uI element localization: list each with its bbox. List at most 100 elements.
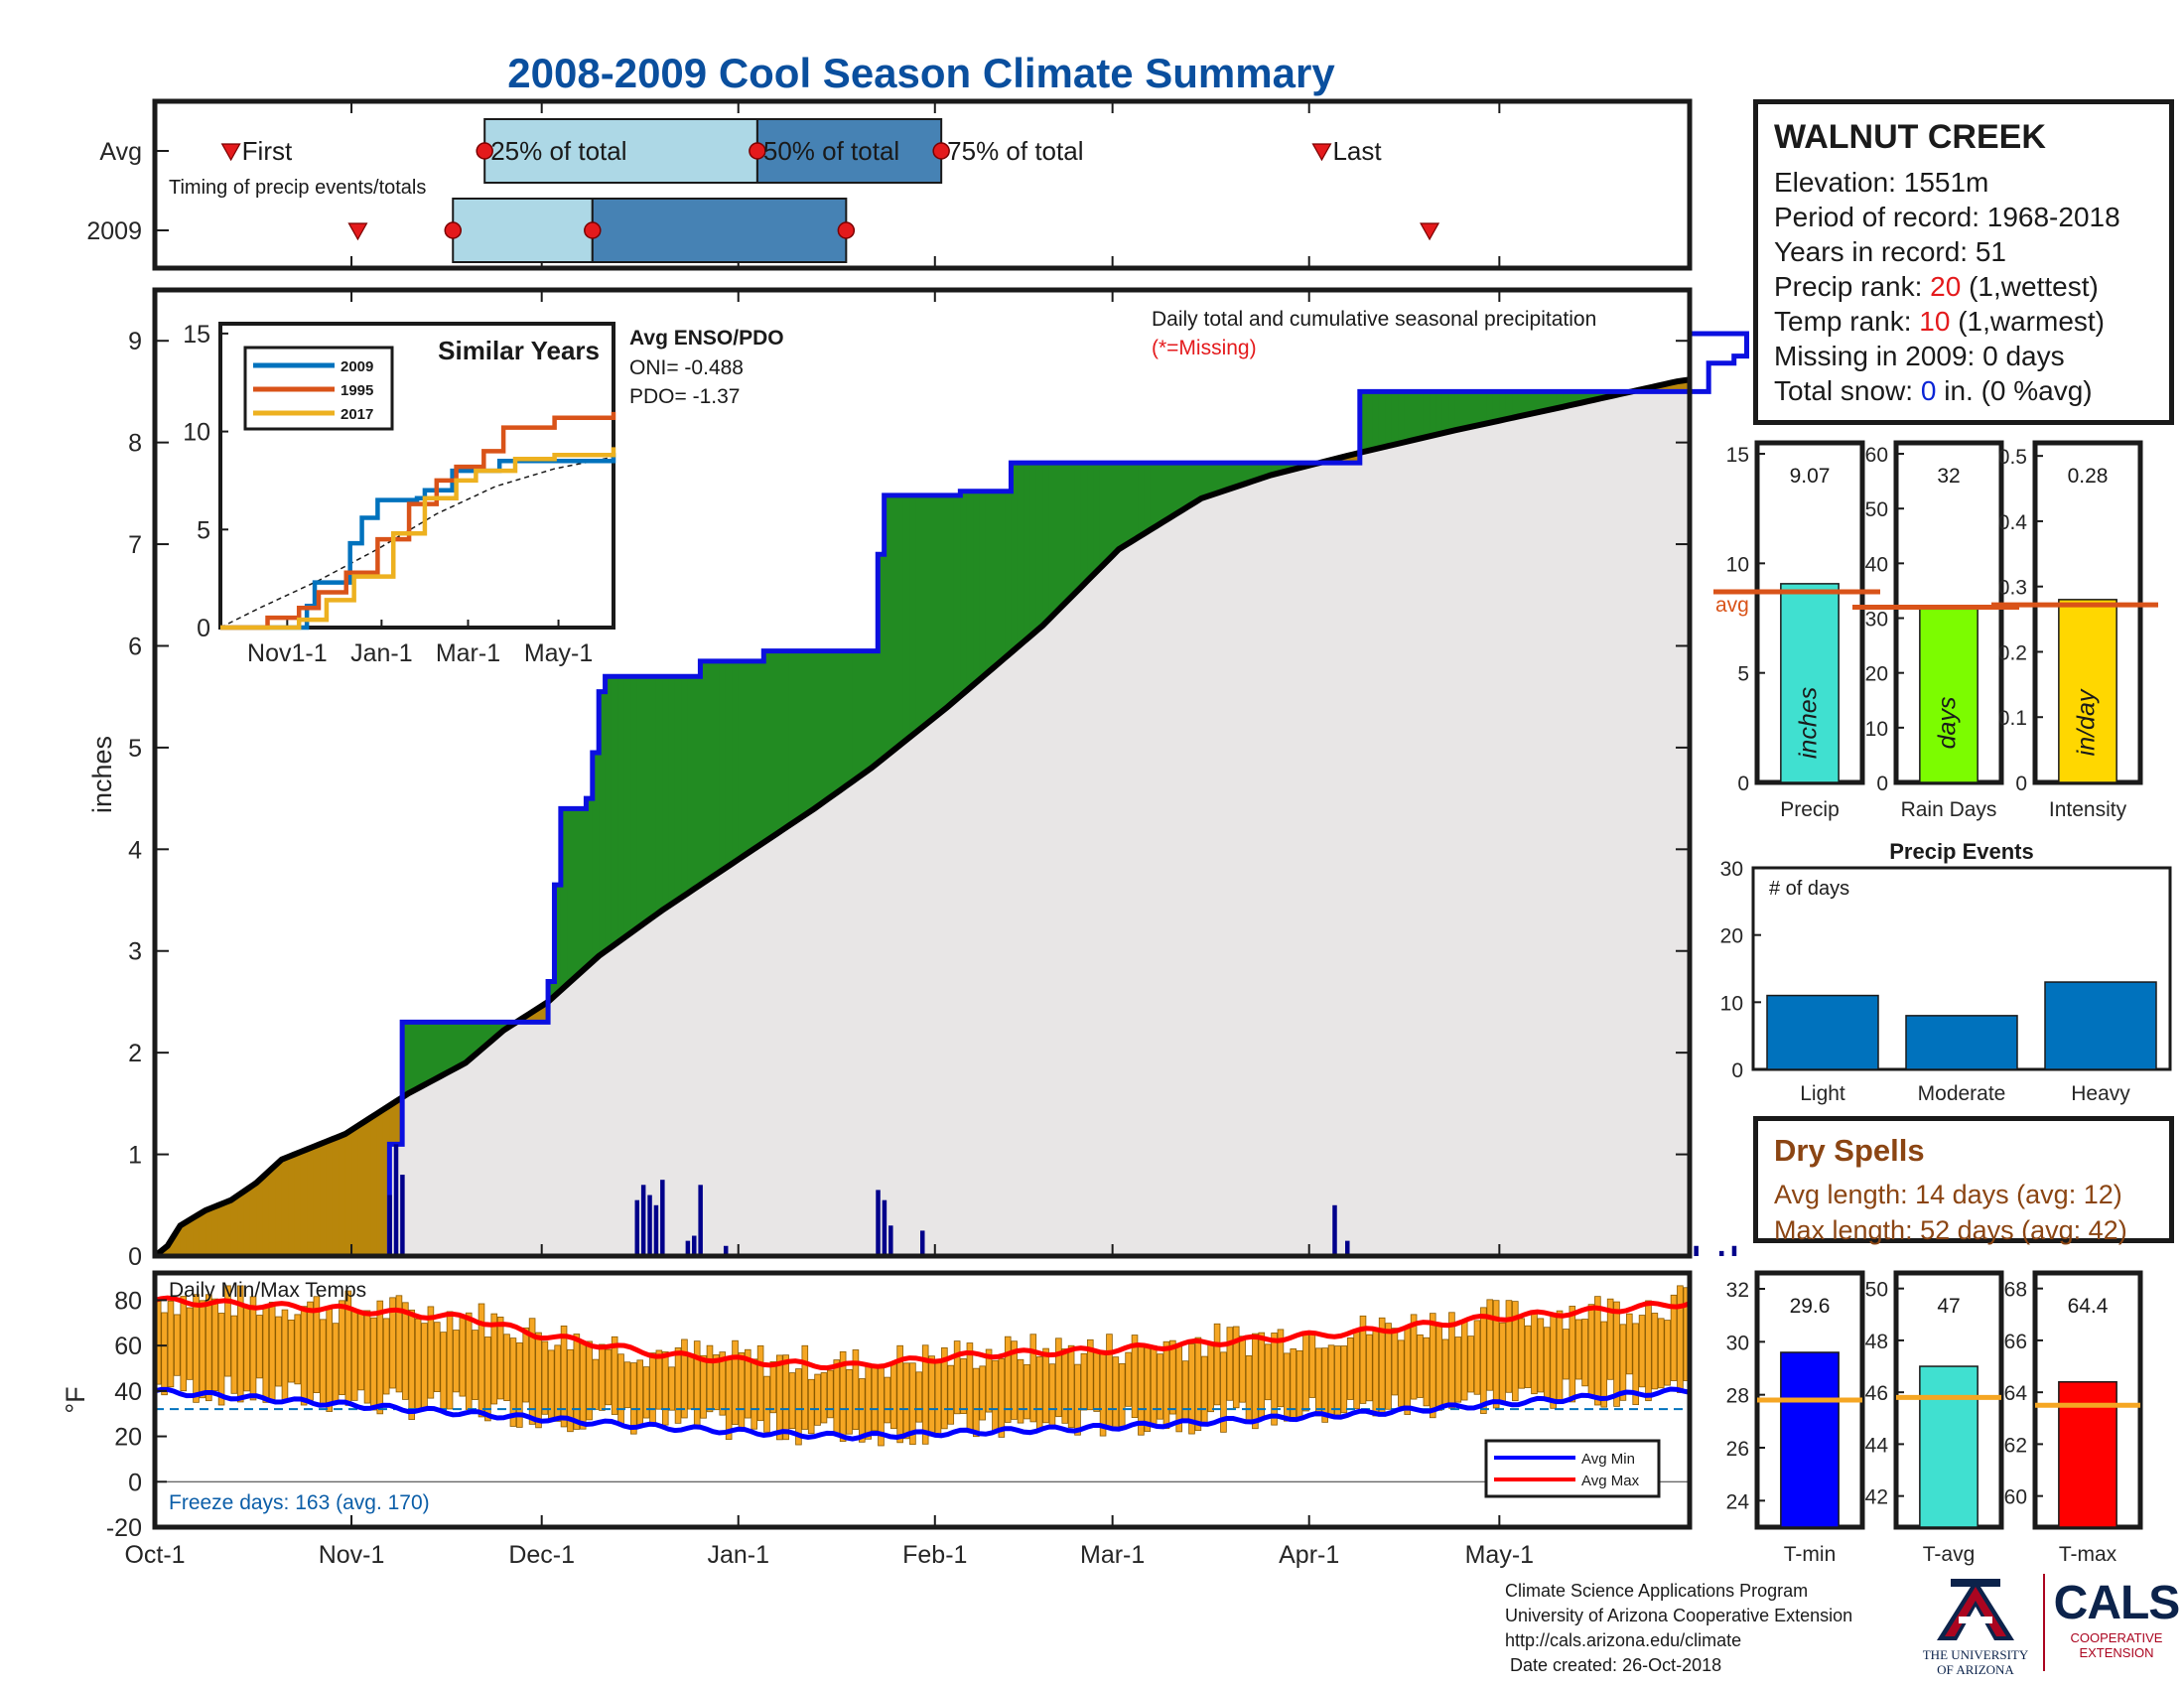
daily-temp-bar xyxy=(1556,1310,1564,1404)
precip-event-label: Moderate xyxy=(1918,1082,2006,1105)
above-avg-fill xyxy=(966,491,974,688)
above-avg-fill xyxy=(1099,463,1107,566)
daily-temp-bar xyxy=(1366,1334,1373,1402)
daily-temp-bar xyxy=(827,1369,834,1419)
daily-temp-bar xyxy=(833,1359,841,1435)
daily-temp-bar xyxy=(700,1354,707,1419)
daily-temp-bar xyxy=(751,1358,758,1430)
mini-ytick-label: 26 xyxy=(1726,1438,1749,1461)
footer-program: Climate Science Applications Program xyxy=(1505,1581,1809,1601)
daily-temp-bar xyxy=(687,1355,695,1410)
above-avg-fill xyxy=(928,494,936,720)
above-avg-fill xyxy=(1556,391,1564,408)
mini-bar-Intensity xyxy=(2058,599,2117,783)
above-avg-fill xyxy=(725,660,733,866)
daily-temp-bar xyxy=(1619,1324,1627,1401)
enso-title: Avg ENSO/PDO xyxy=(629,327,784,350)
daily-precip-bar xyxy=(647,1195,652,1256)
mini-ytick-label: 46 xyxy=(1865,1382,1888,1405)
daily-temp-bar xyxy=(1346,1336,1354,1400)
timing-2009-first-marker xyxy=(347,222,368,241)
daily-temp-bar xyxy=(319,1319,327,1408)
above-avg-fill xyxy=(700,660,708,884)
footer-url[interactable]: http://cals.arizona.edu/climate xyxy=(1505,1630,1742,1650)
above-avg-fill xyxy=(1544,391,1552,411)
below-avg-fill xyxy=(320,1143,328,1256)
daily-temp-bar xyxy=(852,1349,860,1430)
above-avg-fill xyxy=(567,808,575,982)
daily-temp-bar xyxy=(1055,1337,1062,1418)
daily-temp-bar xyxy=(599,1343,606,1411)
daily-temp-bar xyxy=(1284,1352,1291,1422)
above-avg-fill xyxy=(1252,463,1260,481)
above-avg-fill xyxy=(466,1022,474,1060)
timing-row-label: Avg xyxy=(99,138,142,166)
temp-ytick-label: 20 xyxy=(114,1424,142,1452)
above-avg-fill xyxy=(782,650,790,828)
daily-temp-bar xyxy=(1213,1323,1221,1406)
daily-precip-bar xyxy=(692,1235,697,1256)
timing-2009-last-marker xyxy=(1420,222,1440,241)
above-avg-fill xyxy=(1575,391,1582,404)
daily-temp-bar xyxy=(275,1316,282,1387)
daily-temp-bar xyxy=(756,1344,764,1422)
daily-temp-bar xyxy=(1638,1315,1646,1388)
below-avg-fill xyxy=(389,1103,397,1145)
timing-subtitle: Timing of precip events/totals xyxy=(169,177,426,199)
daily-temp-bar xyxy=(1454,1336,1462,1403)
above-avg-fill xyxy=(852,650,860,779)
above-avg-fill xyxy=(884,494,891,756)
inset-series-2017 xyxy=(220,447,616,631)
above-avg-fill xyxy=(560,808,568,988)
above-avg-fill xyxy=(998,491,1006,661)
daily-temp-bar xyxy=(1677,1285,1684,1393)
above-avg-fill xyxy=(1024,463,1031,639)
events-ytick-label: 10 xyxy=(1720,992,1743,1015)
x-axis-label: Apr-1 xyxy=(1279,1541,1339,1569)
missing-note: (*=Missing) xyxy=(1152,337,1257,359)
above-avg-fill xyxy=(496,1022,504,1034)
below-avg-fill xyxy=(307,1148,315,1256)
daily-temp-bar xyxy=(1194,1336,1202,1432)
daily-temp-bar xyxy=(941,1346,948,1430)
below-avg-fill xyxy=(528,1012,536,1023)
daily-temp-bar xyxy=(186,1307,194,1380)
below-avg-fill xyxy=(1658,384,1666,392)
temp-legend-label: Avg Min xyxy=(1581,1451,1635,1468)
logo-divider xyxy=(2043,1574,2045,1671)
above-avg-fill xyxy=(1512,391,1520,418)
mini-ytick-label: 30 xyxy=(1726,1332,1749,1354)
above-avg-fill xyxy=(1029,463,1037,634)
above-avg-fill xyxy=(745,660,752,854)
daily-temp-bar xyxy=(376,1300,384,1415)
below-avg-fill xyxy=(180,1223,188,1256)
mini-value-Intensity: 0.28 xyxy=(2068,465,2109,488)
daily-temp-bar xyxy=(769,1361,777,1414)
mini-value-T-min: 29.6 xyxy=(1790,1295,1831,1318)
inset-xtick-label: May-1 xyxy=(524,639,593,667)
footer-credits: Climate Science Applications Program Uni… xyxy=(1505,1579,1852,1678)
mini-ytick-label: 40 xyxy=(1865,553,1888,576)
x-axis-label: May-1 xyxy=(1465,1541,1534,1569)
temp-legend-box xyxy=(1484,1439,1661,1498)
mini-label-T-min: T-min xyxy=(1784,1543,1837,1566)
daily-temp-bar xyxy=(1239,1336,1246,1403)
daily-temp-bar xyxy=(180,1296,188,1392)
daily-temp-bar xyxy=(1435,1325,1442,1411)
above-avg-fill xyxy=(1194,463,1202,500)
daily-temp-bar xyxy=(193,1294,200,1403)
daily-temp-bar xyxy=(1581,1319,1588,1387)
station-elevation: Elevation: 1551m xyxy=(1774,167,1989,198)
above-avg-fill xyxy=(1505,391,1513,419)
avg-area-fill xyxy=(155,379,1690,1256)
above-avg-fill xyxy=(1258,463,1266,479)
daily-temp-bar xyxy=(611,1336,618,1415)
timing-avg-p75-marker xyxy=(932,142,950,160)
daily-temp-bar xyxy=(1017,1358,1024,1424)
above-avg-fill xyxy=(1524,391,1532,415)
daily-temp-bar xyxy=(1670,1294,1678,1381)
below-avg-fill xyxy=(262,1174,270,1256)
daily-temp-bar xyxy=(1486,1299,1494,1391)
above-avg-fill xyxy=(738,660,746,858)
mini-ytick-label: 0.3 xyxy=(1998,577,2027,600)
